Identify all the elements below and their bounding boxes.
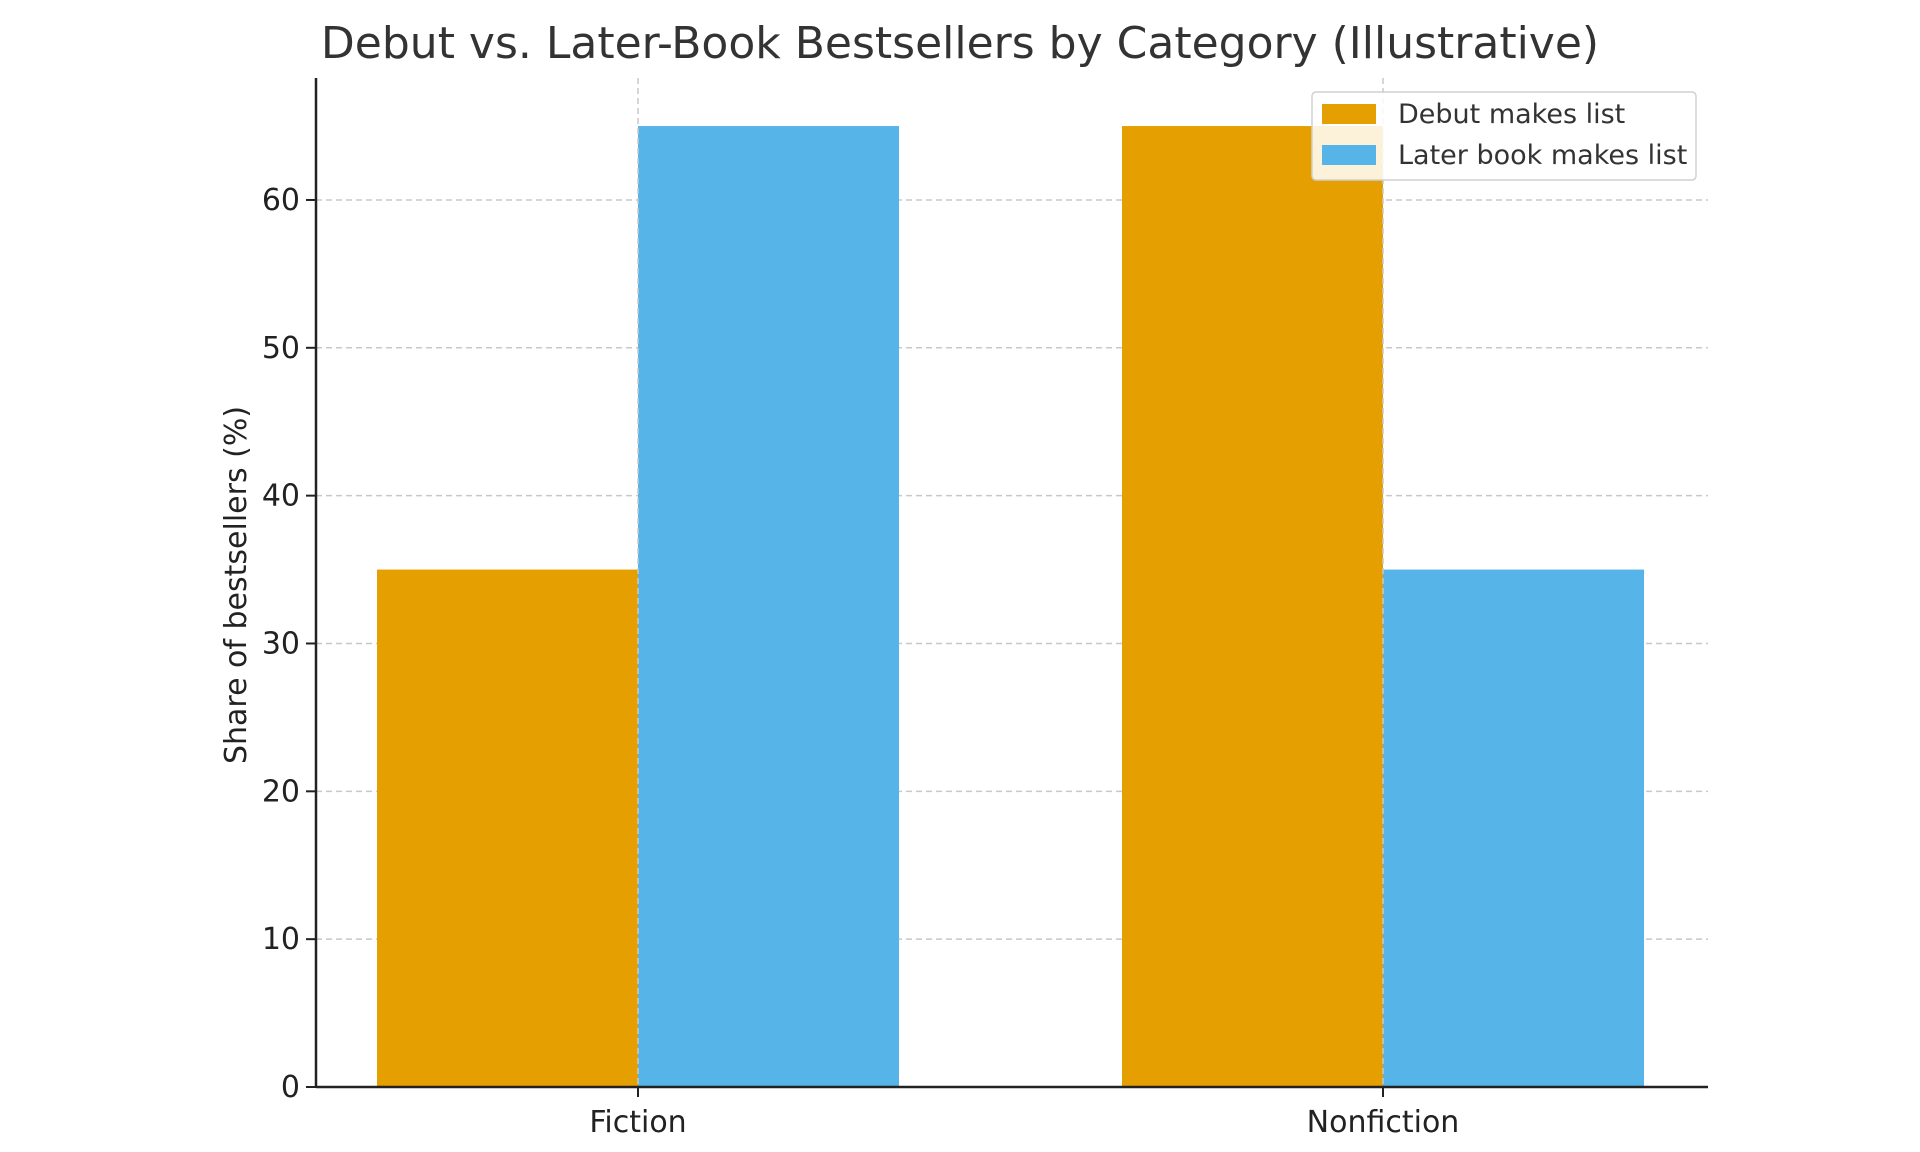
axes-layer [314,78,1708,1089]
ticks-layer: 0 10 20 30 40 50 60 Fiction Nonfiction [262,183,1460,1140]
legend-label-debut: Debut makes list [1398,99,1625,130]
legend-box [1311,91,1697,181]
y-tick-label: 50 [262,331,300,366]
y-axis-label: Share of bestsellers (%) [219,406,254,764]
bars-layer [377,126,1644,1088]
bar-later-nonfiction [1383,569,1644,1087]
y-tick-label: 60 [262,183,300,218]
x-tick-label-nonfiction: Nonfiction [1307,1105,1460,1140]
x-tick-label-fiction: Fiction [589,1105,686,1140]
legend-swatch-debut [1322,104,1376,124]
bar-debut-fiction [377,569,638,1087]
legend: Debut makes list Later book makes list [1311,91,1697,181]
y-tick-label: 0 [281,1070,300,1105]
bar-later-fiction [638,126,899,1088]
chart-title: Debut vs. Later-Book Bestsellers by Cate… [321,18,1599,69]
y-tick-label: 40 [262,479,300,514]
bar-debut-nonfiction [1122,126,1383,1088]
legend-label-later: Later book makes list [1398,140,1687,171]
legend-swatch-later [1322,145,1376,165]
y-tick-label: 20 [262,774,300,809]
y-tick-label: 30 [262,626,300,661]
y-tick-label: 10 [262,922,300,957]
